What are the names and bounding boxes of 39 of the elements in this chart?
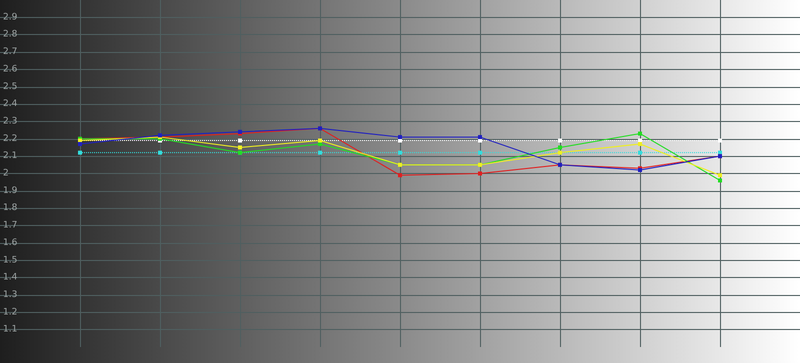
point bbox=[718, 173, 722, 178]
point bbox=[638, 150, 642, 155]
y-tick-label: 1.5 bbox=[3, 255, 18, 266]
point bbox=[718, 138, 722, 143]
y-tick-label: 2 bbox=[3, 168, 9, 178]
y-tick-label: 2.7 bbox=[3, 47, 18, 58]
point bbox=[478, 172, 482, 176]
point bbox=[238, 145, 242, 150]
point bbox=[638, 142, 642, 146]
y-tick-label: 2.6 bbox=[3, 64, 18, 74]
y-tick-label: 1.6 bbox=[3, 238, 18, 248]
y-tick-label: 2.8 bbox=[3, 30, 18, 40]
y-tick-label: 1.3 bbox=[3, 290, 18, 300]
point bbox=[478, 150, 482, 155]
y-tick-label: 1.2 bbox=[3, 307, 18, 318]
point bbox=[558, 138, 562, 143]
point bbox=[638, 132, 642, 136]
point bbox=[398, 150, 402, 155]
point bbox=[78, 150, 82, 155]
y-tick-label: 1.9 bbox=[3, 186, 18, 196]
point bbox=[318, 150, 322, 155]
point bbox=[558, 145, 562, 150]
point bbox=[238, 138, 242, 143]
y-tick-label: 2.2 bbox=[3, 134, 18, 144]
y-tick-label: 2.9 bbox=[3, 12, 18, 22]
y-tick-label: 1.4 bbox=[3, 272, 18, 283]
point bbox=[158, 150, 162, 155]
y-tick-label: 2.1 bbox=[3, 151, 18, 162]
y-tick-label: 2.3 bbox=[3, 116, 18, 126]
y-tick-label: 2.4 bbox=[3, 99, 18, 110]
y-tick-label: 2.5 bbox=[3, 82, 18, 92]
y-tick-label: 1.8 bbox=[3, 203, 18, 214]
y-tick-label: 1.7 bbox=[3, 220, 18, 231]
point bbox=[78, 142, 82, 146]
point bbox=[718, 178, 722, 182]
y-tick-label: 1.1 bbox=[3, 324, 18, 335]
point bbox=[398, 135, 402, 140]
point bbox=[478, 135, 482, 140]
point bbox=[398, 173, 402, 178]
